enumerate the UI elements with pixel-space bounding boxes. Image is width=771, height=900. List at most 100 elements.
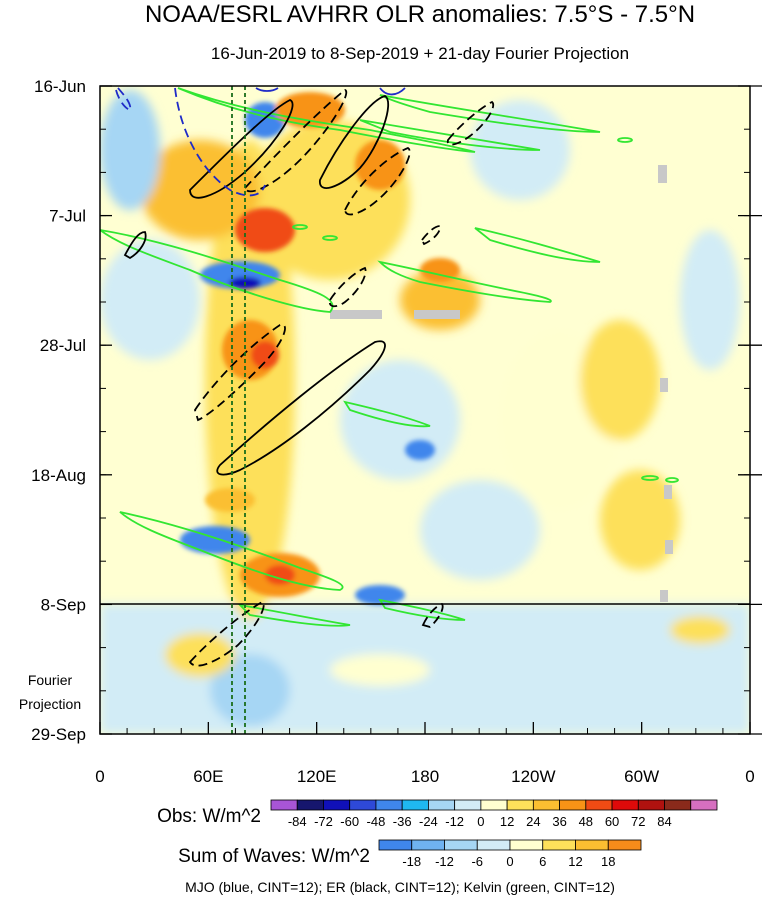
colorbar-tick-label: -36 xyxy=(393,814,412,829)
er-contour xyxy=(328,266,367,308)
olr-anomaly-shading xyxy=(100,90,750,734)
x-tick-label: 0 xyxy=(745,767,754,786)
olr-blob xyxy=(100,90,160,210)
colorbar-tick-label: 48 xyxy=(579,814,593,829)
wave-contours-caption: MJO (blue, CINT=12); ER (black, CINT=12)… xyxy=(185,879,615,895)
colorbar-swatch xyxy=(296,799,324,811)
olr-blob xyxy=(355,585,405,605)
kelvin-contour xyxy=(322,235,338,241)
colorbar-swatch xyxy=(690,799,718,811)
missing-data-cell xyxy=(330,310,382,319)
kelvin-contour xyxy=(343,400,431,428)
projection-label-line-1: Fourier xyxy=(28,672,73,688)
y-tick-label: 7-Jul xyxy=(49,207,86,226)
kelvin-contour xyxy=(665,477,679,483)
colorbar-swatch xyxy=(532,799,560,811)
colorbar-swatch xyxy=(506,799,534,811)
missing-data-cell xyxy=(665,540,673,554)
y-tick-label: 8-Sep xyxy=(41,595,86,614)
olr-blob xyxy=(235,208,295,252)
kelvin-contour xyxy=(641,475,659,481)
colorbar-swatch xyxy=(375,799,403,811)
colorbar-swatch xyxy=(585,799,613,811)
colorbar-tick-label: 12 xyxy=(500,814,514,829)
colorbar-swatch xyxy=(509,839,544,851)
colorbar-swatch xyxy=(323,799,351,811)
wave-contours xyxy=(100,87,679,667)
olr-blob xyxy=(580,320,660,440)
colorbar-tick-label: 24 xyxy=(526,814,540,829)
colorbar-tick-label: -6 xyxy=(471,854,483,869)
x-tick-label: 120W xyxy=(511,767,555,786)
kelvin-contour xyxy=(378,598,466,621)
colorbar-tick-label: -18 xyxy=(402,854,421,869)
colorbar-swatch xyxy=(444,839,478,851)
kelvin-contours xyxy=(100,87,679,627)
er-contour xyxy=(123,231,147,260)
colorbar-swatch xyxy=(476,839,511,851)
waves-colorbar-label: Sum of Waves: W/m^2 xyxy=(178,846,370,867)
colorbar-swatch xyxy=(428,799,456,811)
colorbar-tick-label: 60 xyxy=(605,814,619,829)
kelvin-contour xyxy=(292,224,308,230)
colorbar-swatch xyxy=(664,799,692,811)
colorbar-tick-label: -24 xyxy=(419,814,438,829)
colorbar-swatch xyxy=(411,839,445,851)
olr-blob xyxy=(251,341,279,369)
er-contour xyxy=(344,147,411,216)
y-tick-label: 18-Aug xyxy=(31,466,86,485)
kelvin-contour xyxy=(177,87,476,153)
projection-blob xyxy=(210,654,290,726)
x-tick-label: 0 xyxy=(95,767,104,786)
colorbar-swatch xyxy=(575,839,609,851)
olr-blob xyxy=(420,480,540,580)
colorbar-swatch xyxy=(559,799,587,811)
chart-subtitle: 16-Jun-2019 to 8-Sep-2019 + 21-day Fouri… xyxy=(211,44,629,63)
colorbar-tick-label: 84 xyxy=(657,814,671,829)
er-contour xyxy=(243,89,348,193)
olr-blob xyxy=(100,240,200,360)
missing-data-cell xyxy=(414,310,460,319)
colorbar-tick-label: 0 xyxy=(477,814,484,829)
projection-blob xyxy=(330,654,430,686)
reference-longitude-lines xyxy=(231,86,246,734)
colorbar-tick-label: -84 xyxy=(288,814,307,829)
er-contour xyxy=(216,340,386,476)
mjo-contours xyxy=(115,87,406,197)
projection-blob xyxy=(165,633,235,677)
mjo-contour xyxy=(115,87,132,112)
colorbar-swatch xyxy=(480,799,508,811)
missing-data-cell xyxy=(664,485,672,499)
olr-blob xyxy=(600,470,680,570)
kelvin-contour xyxy=(474,227,601,263)
obs-colorbar-label: Obs: W/m^2 xyxy=(157,806,261,827)
olr-blob xyxy=(340,360,460,480)
colorbar-tick-label: 72 xyxy=(631,814,645,829)
x-tick-label: 60E xyxy=(193,767,223,786)
olr-blob xyxy=(140,140,260,240)
waves-colorbar: -18 -12 -6 0 6 12 18 xyxy=(378,839,642,869)
colorbar-tick-label: -12 xyxy=(435,854,454,869)
kelvin-contour xyxy=(359,119,541,151)
er-contour xyxy=(319,95,390,189)
mjo-contour xyxy=(379,87,406,96)
y-axis: 16-Jun 7-Jul 28-Jul 18-Aug 8-Sep 29-Sep xyxy=(31,77,762,744)
y-tick-label: 16-Jun xyxy=(34,77,86,96)
kelvin-contour xyxy=(100,229,334,313)
colorbar-tick-label: 12 xyxy=(568,854,582,869)
olr-blob xyxy=(355,140,405,190)
mjo-contour xyxy=(174,87,266,197)
colorbar-swatch xyxy=(611,799,639,811)
colorbar-tick-label: -48 xyxy=(367,814,386,829)
kelvin-contour xyxy=(617,137,633,143)
er-contour xyxy=(189,99,294,199)
olr-blob xyxy=(205,488,255,512)
colorbar-tick-label: 18 xyxy=(601,854,615,869)
chart-title: NOAA/ESRL AVHRR OLR anomalies: 7.5°S - 7… xyxy=(145,1,695,28)
plot-area xyxy=(99,85,751,735)
colorbar-swatch xyxy=(637,799,665,811)
missing-data-cell xyxy=(658,165,667,183)
colorbar-tick-label: -60 xyxy=(340,814,359,829)
er-contour xyxy=(188,601,265,667)
